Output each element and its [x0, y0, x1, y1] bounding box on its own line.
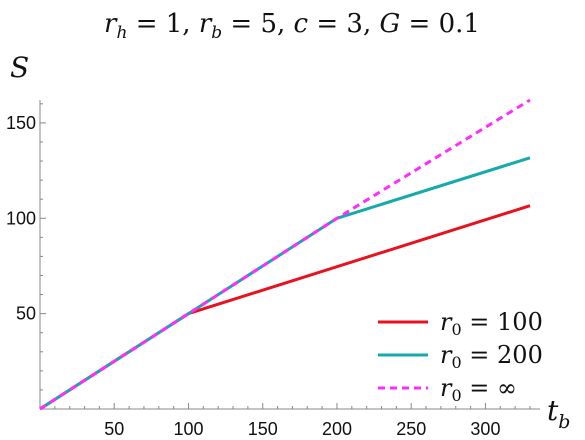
axes: 50 100 150 200 250 300 50 100 150 Stb: [6, 51, 570, 439]
x-tick-label: 150: [248, 419, 278, 439]
series-line-3: [39, 98, 531, 411]
x-tick-label: 100: [173, 419, 203, 439]
x-tick-label: 300: [470, 419, 500, 439]
y-axis-label: S: [10, 51, 29, 84]
y-tick-label: 150: [6, 113, 36, 133]
x-tick-label: 50: [104, 419, 124, 439]
x-axis-label: tb: [547, 394, 570, 433]
legend-label-1: r0 = 100: [440, 308, 543, 339]
x-tick-label: 200: [322, 419, 352, 439]
series-layer: [39, 98, 531, 411]
y-tick-label: 50: [16, 304, 36, 324]
chart-title: rh = 1, rb = 5, c = 3, G = 0.1: [104, 9, 480, 43]
legend-label-3: r0 = ∞: [440, 374, 517, 405]
legend-label-2: r0 = 200: [440, 341, 543, 372]
series-line-1: [39, 204, 531, 411]
x-tick-label: 250: [396, 419, 426, 439]
y-tick-label: 100: [6, 208, 36, 228]
